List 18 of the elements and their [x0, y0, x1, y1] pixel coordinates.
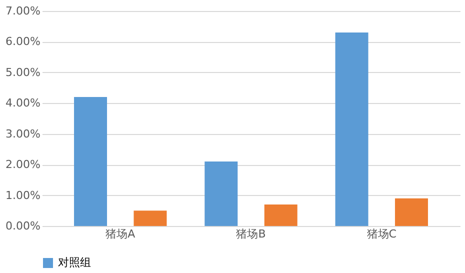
bar	[394, 198, 428, 226]
y-tick-label: 1.00%	[6, 188, 40, 202]
bar	[74, 97, 108, 226]
x-tick-label: 猪场C	[366, 228, 397, 240]
x-tick-label: 猪场A	[106, 228, 136, 240]
y-tick-label: 6.00%	[6, 35, 40, 48]
y-tick-label: 7.00%	[6, 4, 40, 18]
y-tick-label: 3.00%	[6, 127, 40, 140]
y-tick-label: 2.00%	[6, 158, 40, 172]
y-tick-label: 4.00%	[6, 96, 40, 110]
bar	[204, 162, 238, 226]
legend-label: 对照组	[58, 256, 91, 269]
y-tick-label: 0.00%	[6, 220, 40, 232]
y-tick-label: 5.00%	[6, 66, 40, 79]
x-tick-label: 猪场B	[236, 228, 266, 240]
bar	[335, 32, 368, 226]
bar	[264, 204, 298, 226]
bar	[134, 210, 167, 226]
